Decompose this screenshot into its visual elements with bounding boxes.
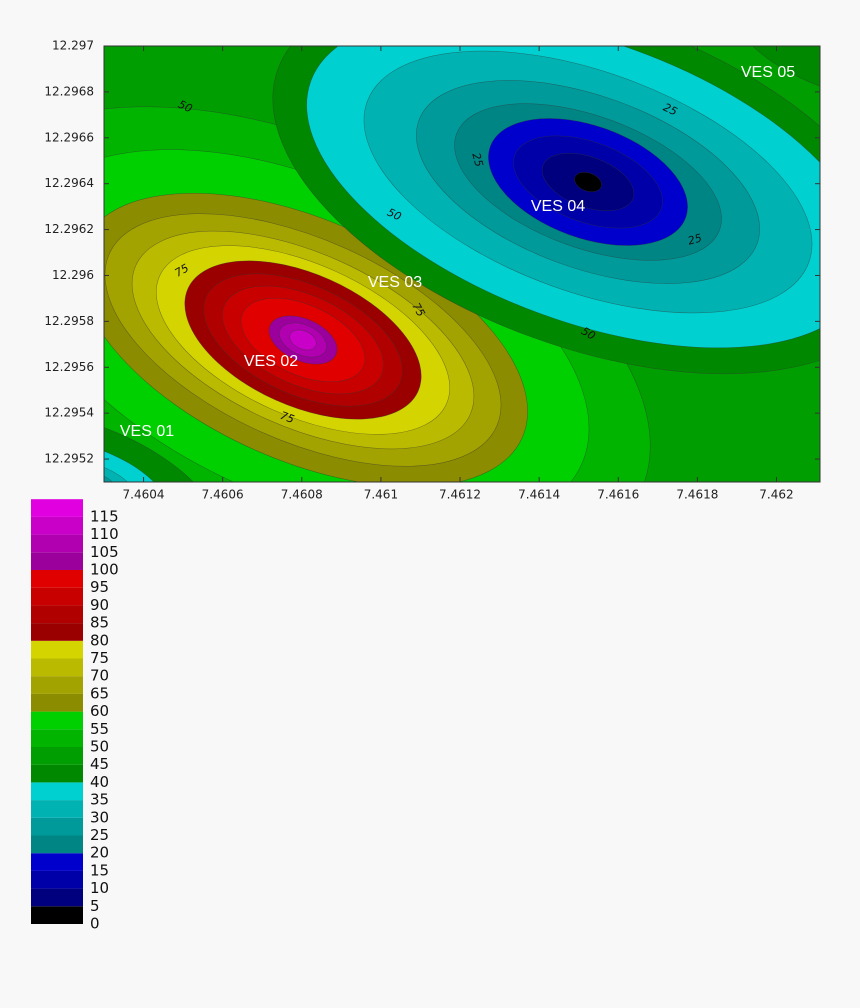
legend-swatch: [31, 605, 83, 624]
contour-label: 25: [469, 151, 485, 168]
y-tick-label: 12.2952: [44, 452, 94, 466]
legend-label: 45: [90, 755, 109, 773]
y-tick-label: 12.297: [52, 39, 94, 53]
legend-swatch: [31, 587, 83, 606]
contour-band: [104, 441, 168, 482]
legend-label: 50: [90, 738, 109, 756]
legend-label: 55: [90, 720, 109, 738]
legend-label: 85: [90, 614, 109, 632]
well-label: VES 04: [531, 198, 585, 215]
y-tick-label: 12.2968: [44, 84, 94, 98]
well-label: VES 05: [741, 64, 795, 81]
contour-field: [104, 46, 820, 482]
y-tick-label: 12.2962: [44, 222, 94, 236]
contour-band: [104, 412, 217, 482]
x-tick-label: 7.462: [759, 488, 793, 502]
legend-swatch: [31, 835, 83, 854]
legend-swatch: [31, 817, 83, 836]
legend-label: 110: [90, 525, 119, 543]
contour-band: [733, 46, 820, 99]
legend-swatch: [31, 729, 83, 747]
x-tick-label: 7.4608: [281, 488, 323, 502]
legend-label: 65: [90, 684, 109, 702]
x-tick-label: 7.4616: [597, 488, 639, 502]
contour-band: [574, 172, 602, 192]
legend-swatch: [31, 676, 83, 694]
legend-label: 25: [90, 826, 109, 844]
x-tick-label: 7.4612: [439, 488, 481, 502]
x-tick-label: 7.4604: [123, 488, 165, 502]
legend-label: 10: [90, 879, 109, 897]
y-tick-label: 12.2958: [44, 314, 94, 328]
legend-swatch: [31, 782, 83, 801]
legend-swatch: [31, 534, 83, 553]
legend-label: 5: [90, 897, 100, 915]
contour-label: 50: [579, 324, 598, 342]
legend-label: 0: [90, 915, 100, 933]
legend-swatch: [31, 640, 83, 659]
legend-swatch: [31, 711, 83, 730]
legend-swatch: [31, 870, 83, 889]
legend-label: 70: [90, 667, 109, 685]
legend-swatch: [31, 570, 83, 588]
y-tick-label: 12.2954: [44, 406, 94, 420]
legend-label: 20: [90, 844, 109, 862]
legend-label: 75: [90, 649, 109, 667]
legend-swatch: [31, 499, 83, 517]
legend-label: 80: [90, 631, 109, 649]
legend-swatch: [31, 764, 83, 783]
y-tick-label: 12.2956: [44, 360, 94, 374]
contour-label: 75: [172, 261, 191, 279]
well-label: VES 01: [120, 423, 174, 440]
x-tick-label: 7.4614: [518, 488, 560, 502]
legend-swatch: [31, 800, 83, 818]
legend-label: 60: [90, 702, 109, 720]
x-tick-label: 7.4618: [676, 488, 718, 502]
well-label: VES 02: [244, 353, 298, 370]
legend-swatch: [31, 552, 83, 570]
legend-swatch: [31, 906, 83, 924]
legend-swatch: [31, 888, 83, 907]
legend-swatch: [31, 658, 83, 677]
legend-label: 90: [90, 596, 109, 614]
legend-label: 30: [90, 808, 109, 826]
y-tick-label: 12.2966: [44, 130, 94, 144]
y-tick-label: 12.2964: [44, 176, 94, 190]
contour-label: 75: [409, 300, 427, 319]
contour-band: [289, 329, 317, 351]
legend-label: 115: [90, 507, 119, 525]
legend-label: 105: [90, 543, 119, 561]
contour-label: 50: [385, 206, 403, 224]
legend-swatch: [31, 623, 83, 641]
legend-label: 95: [90, 578, 109, 596]
plot-frame: [103, 45, 821, 483]
legend-label: 15: [90, 861, 109, 879]
x-tick-label: 7.461: [364, 488, 398, 502]
legend-swatch: [31, 693, 83, 712]
legend-swatch: [31, 516, 83, 535]
legend-label: 35: [90, 791, 109, 809]
contour-label: 25: [686, 231, 703, 247]
contour-label: 25: [661, 101, 679, 119]
legend-swatch: [31, 747, 83, 765]
legend-label: 40: [90, 773, 109, 791]
contour-band: [104, 461, 136, 482]
contour-label: 50: [176, 98, 194, 116]
x-tick-label: 7.4606: [202, 488, 244, 502]
contour-label: 75: [278, 409, 296, 426]
y-tick-label: 12.296: [52, 268, 94, 282]
legend-label: 100: [90, 561, 119, 579]
legend-swatch: [31, 853, 83, 871]
well-label: VES 03: [368, 274, 422, 291]
